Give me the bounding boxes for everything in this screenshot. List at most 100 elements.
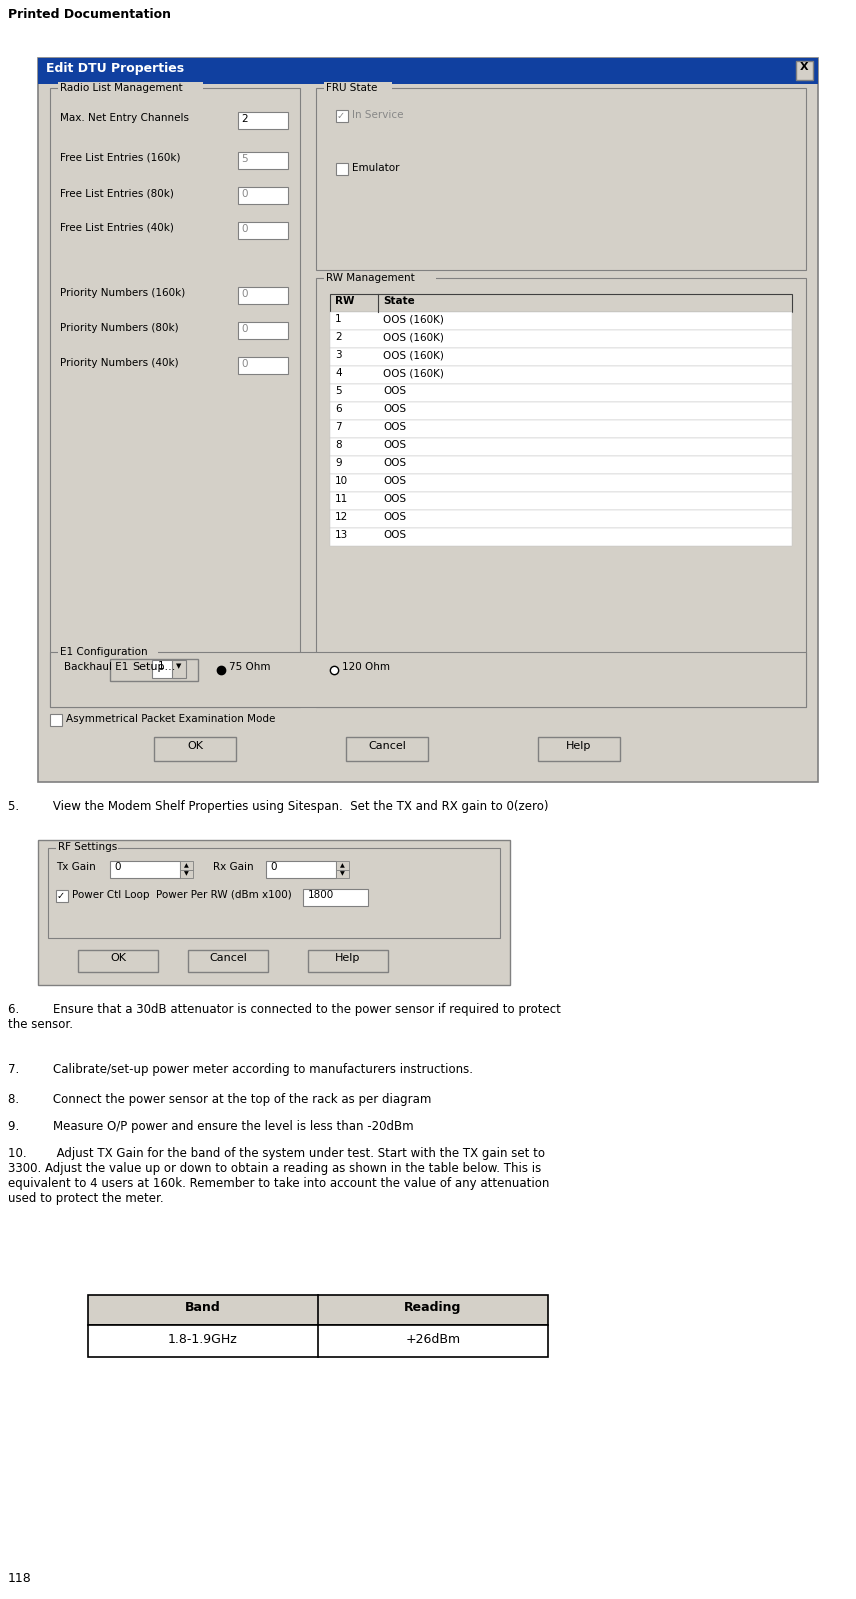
Text: OOS: OOS	[383, 477, 406, 486]
Text: OOS (160K): OOS (160K)	[383, 350, 444, 360]
Bar	[238, 187, 288, 205]
Text: ▲: ▲	[184, 863, 188, 868]
Text: 5: 5	[335, 385, 342, 397]
Text: OOS: OOS	[383, 457, 406, 469]
Bar	[110, 860, 180, 878]
Text: 10.        Adjust TX Gain for the band of the system under test. Start with the : 10. Adjust TX Gain for the band of the s…	[8, 1146, 550, 1206]
Text: 3: 3	[335, 350, 342, 360]
Text: Free List Entries (160k): Free List Entries (160k)	[60, 154, 181, 163]
Text: OOS: OOS	[383, 494, 406, 504]
Bar	[238, 357, 288, 374]
Text: Free List Entries (80k): Free List Entries (80k)	[60, 189, 174, 198]
Text: 12: 12	[335, 512, 348, 521]
Text: Setup...: Setup...	[133, 662, 175, 672]
Text: RW: RW	[335, 296, 354, 305]
Bar	[238, 222, 288, 238]
Text: OOS (160K): OOS (160K)	[383, 333, 444, 342]
Text: 0: 0	[241, 189, 247, 198]
Text: Band: Band	[185, 1302, 221, 1314]
Text: OOS: OOS	[383, 512, 406, 521]
Text: RW Management: RW Management	[326, 273, 415, 283]
Text: 1.8-1.9GHz: 1.8-1.9GHz	[168, 1334, 238, 1346]
Bar	[238, 321, 288, 339]
Text: 2: 2	[241, 114, 247, 125]
Text: 11: 11	[335, 494, 348, 504]
Text: ✓: ✓	[57, 891, 65, 900]
Text: ▼: ▼	[184, 871, 188, 876]
Text: RF Settings: RF Settings	[58, 843, 117, 852]
Text: OOS: OOS	[383, 385, 406, 397]
Text: ✓: ✓	[337, 110, 345, 122]
Text: Cancel: Cancel	[368, 740, 406, 752]
Bar	[266, 860, 336, 878]
Text: Radio List Management: Radio List Management	[60, 83, 182, 93]
Bar	[78, 950, 158, 972]
Text: 1: 1	[158, 660, 164, 672]
Text: OOS (160K): OOS (160K)	[383, 368, 444, 377]
Bar	[88, 1295, 548, 1326]
Bar	[796, 61, 813, 80]
Text: OOS (160K): OOS (160K)	[383, 313, 444, 325]
Text: 7: 7	[335, 422, 342, 432]
Bar	[88, 1326, 548, 1358]
Text: Cancel: Cancel	[209, 953, 247, 963]
Bar	[154, 737, 236, 761]
Bar	[180, 860, 193, 870]
Text: 13: 13	[335, 529, 348, 540]
Bar	[50, 88, 300, 707]
Bar	[188, 950, 268, 972]
Bar	[324, 272, 436, 285]
Bar	[330, 510, 792, 528]
Bar	[330, 421, 792, 438]
Text: Priority Numbers (40k): Priority Numbers (40k)	[60, 358, 179, 368]
Text: 10: 10	[335, 477, 348, 486]
Text: OK: OK	[110, 953, 126, 963]
Text: Power Ctl Loop  Power Per RW (dBm x100): Power Ctl Loop Power Per RW (dBm x100)	[72, 891, 292, 900]
Text: E1 Configuration: E1 Configuration	[60, 648, 147, 657]
Text: Reading: Reading	[404, 1302, 461, 1314]
Text: Printed Documentation: Printed Documentation	[8, 8, 171, 21]
Bar	[346, 737, 428, 761]
Text: OOS: OOS	[383, 422, 406, 432]
Text: State: State	[383, 296, 415, 305]
Bar	[330, 384, 792, 401]
Bar	[330, 329, 792, 349]
Bar	[330, 528, 792, 545]
Text: 0: 0	[114, 862, 121, 871]
Bar	[38, 58, 818, 85]
Bar	[110, 659, 198, 681]
Text: FRU State: FRU State	[326, 83, 377, 93]
Bar	[330, 473, 792, 492]
Text: 75 Ohm: 75 Ohm	[229, 662, 270, 672]
Text: 2: 2	[335, 333, 342, 342]
Bar	[316, 278, 806, 707]
Bar	[330, 492, 792, 510]
Bar	[324, 82, 392, 94]
Bar	[316, 88, 806, 270]
Bar	[50, 715, 62, 726]
Text: Max. Net Entry Channels: Max. Net Entry Channels	[60, 114, 189, 123]
Text: 1800: 1800	[308, 891, 334, 900]
Bar	[303, 889, 368, 907]
Bar	[336, 860, 349, 870]
Bar	[58, 646, 158, 659]
Text: 4: 4	[335, 368, 342, 377]
Bar	[330, 366, 792, 384]
Text: 1: 1	[335, 313, 342, 325]
Bar	[180, 870, 193, 878]
Text: Rx Gain: Rx Gain	[213, 862, 253, 871]
Bar	[38, 839, 510, 985]
Text: Asymmetrical Packet Examination Mode: Asymmetrical Packet Examination Mode	[66, 715, 276, 724]
Text: ▼: ▼	[176, 664, 181, 668]
Text: 0: 0	[241, 224, 247, 233]
Text: 8.         Connect the power sensor at the top of the rack as per diagram: 8. Connect the power sensor at the top o…	[8, 1094, 431, 1107]
Bar	[330, 349, 792, 366]
Bar	[308, 950, 388, 972]
Text: 0: 0	[241, 325, 247, 334]
Text: 0: 0	[241, 360, 247, 369]
Bar	[172, 660, 186, 678]
Text: 6.         Ensure that a 30dB attenuator is connected to the power sensor if req: 6. Ensure that a 30dB attenuator is conn…	[8, 1003, 561, 1031]
Text: +26dBm: +26dBm	[406, 1334, 461, 1346]
Text: In Service: In Service	[352, 110, 403, 120]
Text: Help: Help	[336, 953, 360, 963]
